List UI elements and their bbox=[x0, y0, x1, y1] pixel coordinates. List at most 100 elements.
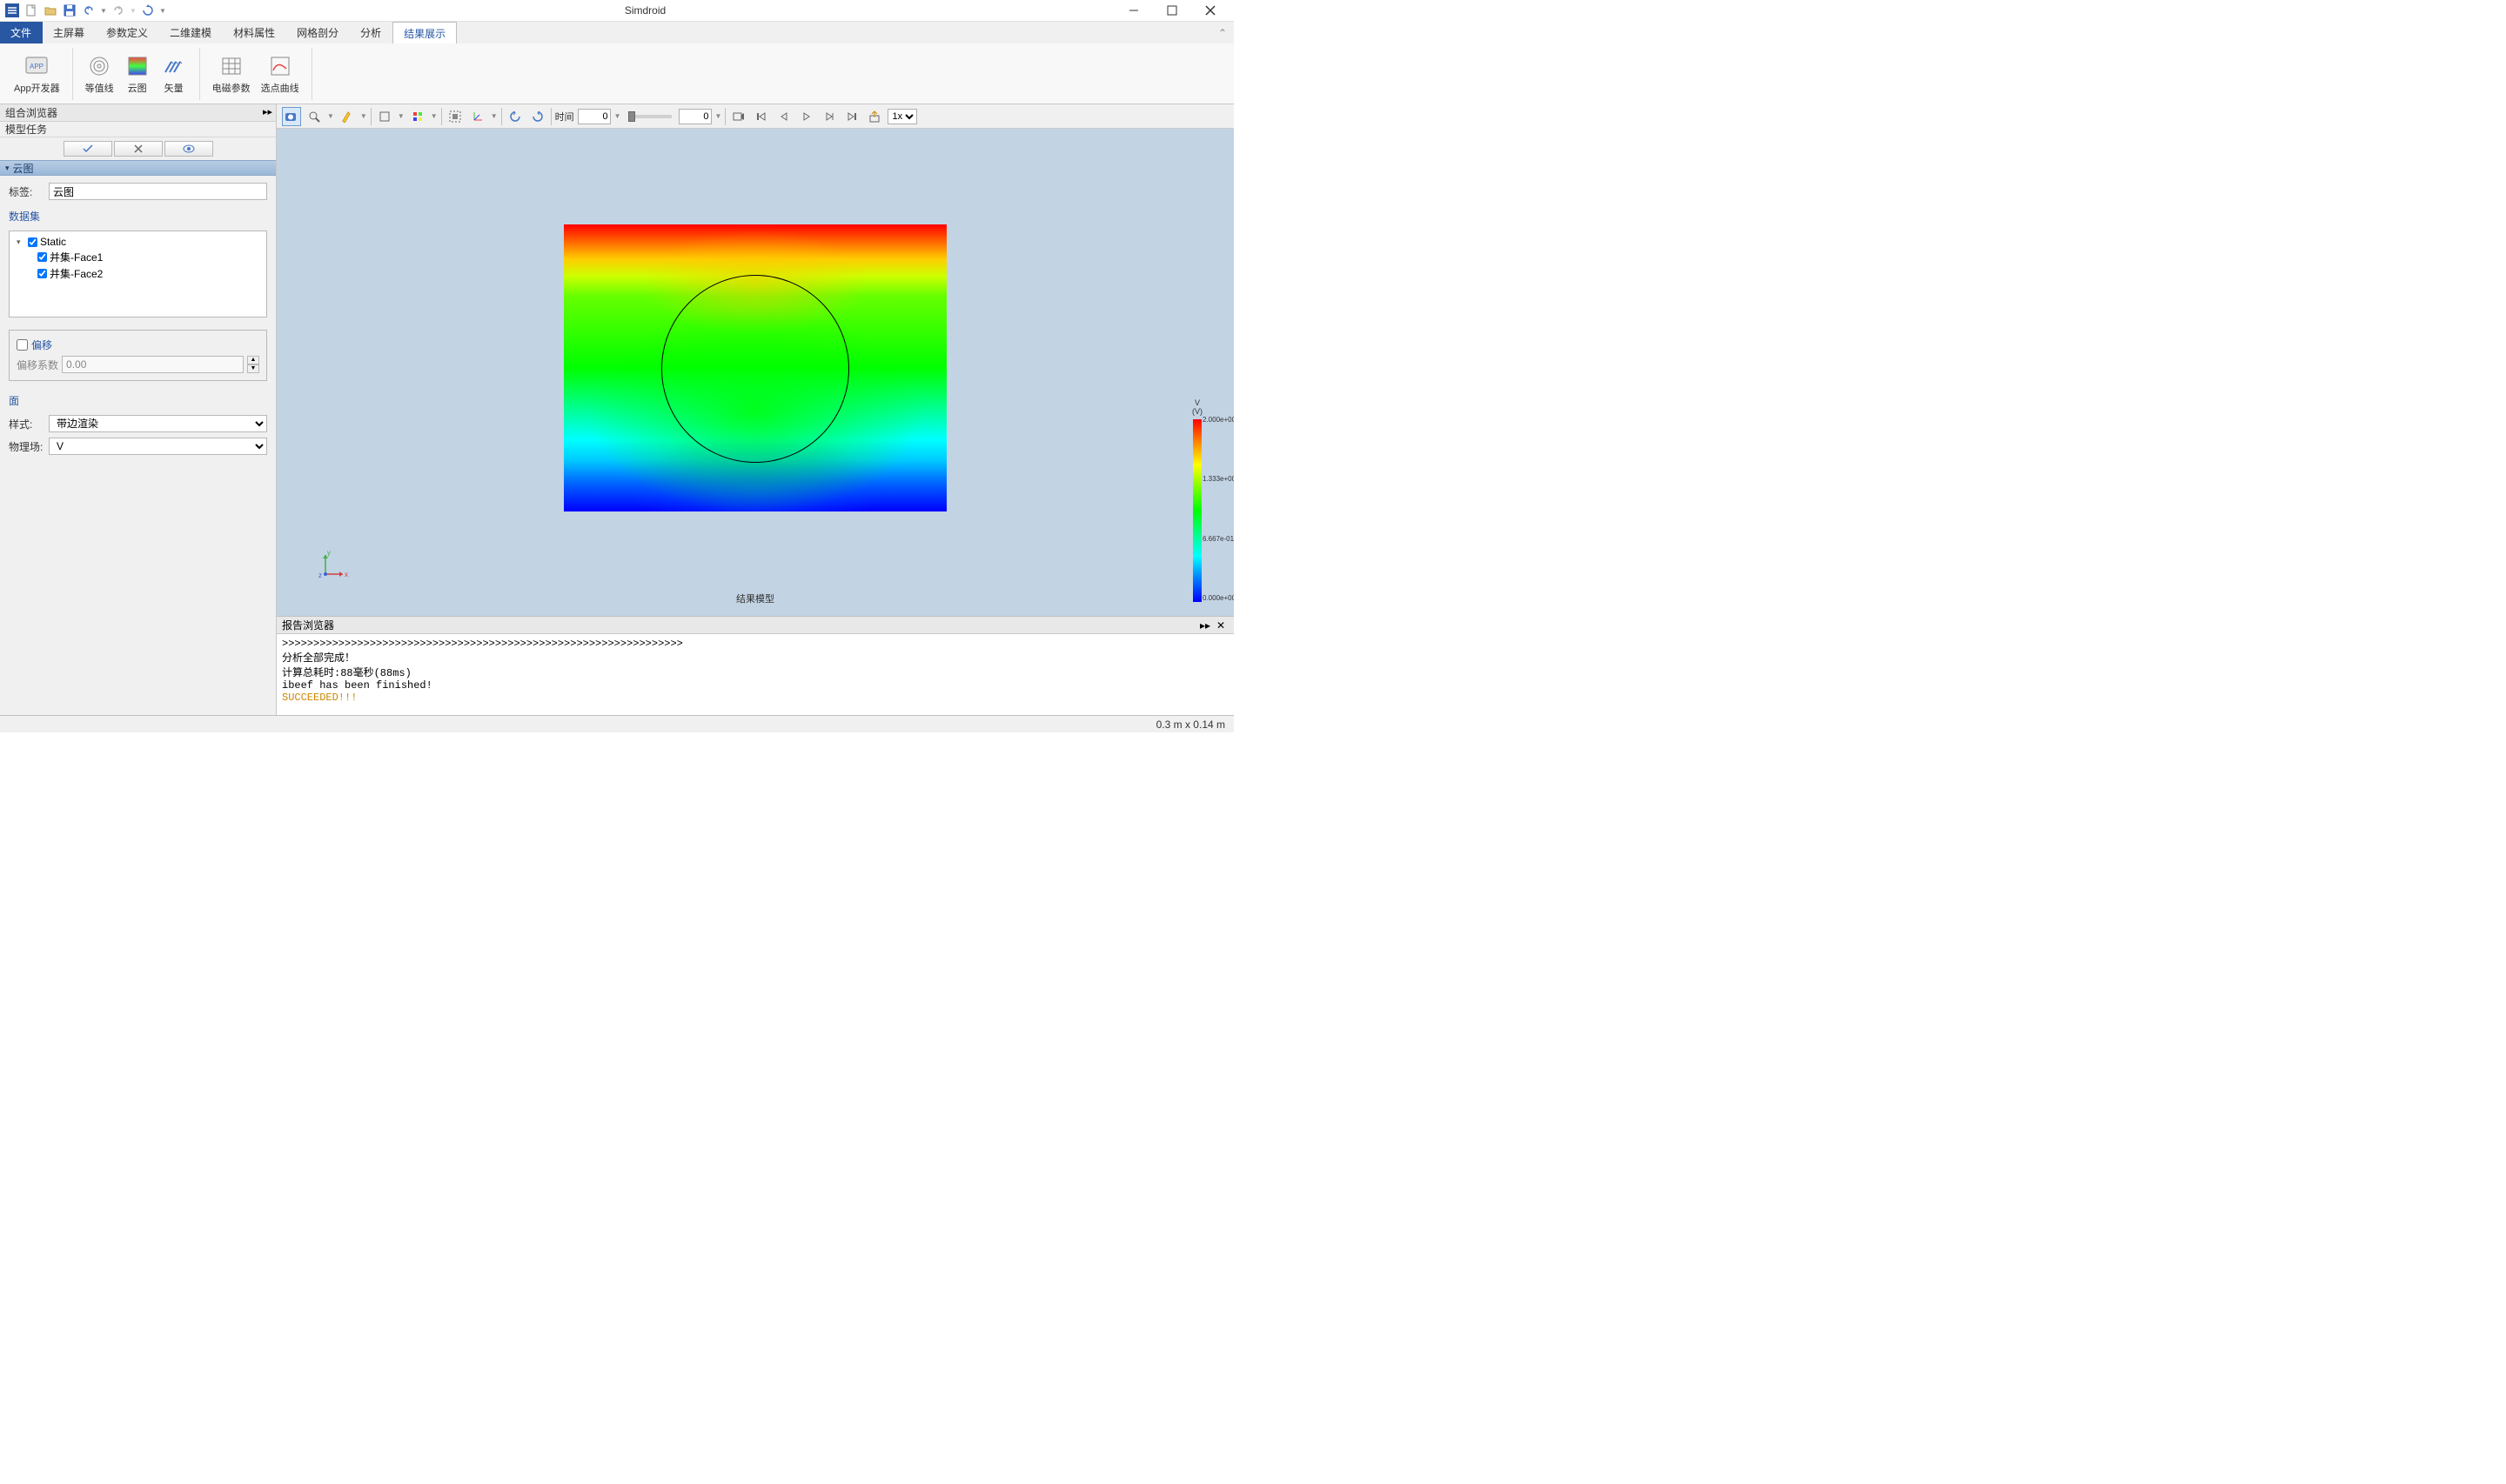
undo-icon[interactable] bbox=[80, 2, 97, 19]
tree-child-check[interactable] bbox=[37, 269, 47, 278]
offset-check[interactable] bbox=[17, 339, 28, 351]
task-panel-header: 模型任务 bbox=[0, 122, 276, 137]
tab-2dmodel[interactable]: 二维建模 bbox=[159, 22, 223, 43]
tree-child-check[interactable] bbox=[37, 252, 47, 262]
view-toolbar: ▼ ▼ ▼ ▼ ▼ 时间 ▼ ▼ bbox=[277, 104, 1234, 129]
prev-icon[interactable] bbox=[774, 107, 794, 126]
browser-panel-header: 组合浏览器 bbox=[0, 104, 276, 122]
svg-text:x: x bbox=[345, 571, 348, 578]
app-developer-icon: APP bbox=[23, 53, 50, 79]
offset-label: 偏移 bbox=[31, 338, 52, 352]
panel-button-row bbox=[0, 137, 276, 160]
tab-material[interactable]: 材料属性 bbox=[223, 22, 286, 43]
cube-icon[interactable] bbox=[408, 107, 427, 126]
ribbon-cloud[interactable]: 云图 bbox=[119, 51, 156, 97]
time-a-input[interactable] bbox=[578, 109, 611, 124]
ribbon-contour[interactable]: 等值线 bbox=[80, 51, 119, 97]
last-icon[interactable] bbox=[842, 107, 861, 126]
section-cloud[interactable]: 云图 bbox=[0, 160, 276, 176]
next-icon[interactable] bbox=[820, 107, 839, 126]
time-b-input[interactable] bbox=[679, 109, 712, 124]
first-icon[interactable] bbox=[752, 107, 771, 126]
report-title: 报告浏览器 bbox=[282, 618, 334, 632]
em-params-icon bbox=[218, 53, 245, 79]
close-button[interactable] bbox=[1200, 0, 1221, 21]
export-icon[interactable] bbox=[865, 107, 884, 126]
offset-coef-input[interactable] bbox=[62, 356, 244, 373]
report-close-icon[interactable]: ✕ bbox=[1213, 619, 1229, 632]
tree-root: ▾Static bbox=[13, 235, 263, 249]
zoom-icon[interactable] bbox=[305, 107, 324, 126]
refresh-dropdown-icon[interactable]: ▼ bbox=[158, 2, 167, 19]
camera-icon[interactable] bbox=[282, 107, 301, 126]
svg-text:y: y bbox=[327, 549, 331, 557]
tab-file[interactable]: 文件 bbox=[0, 22, 43, 43]
report-body[interactable]: >>>>>>>>>>>>>>>>>>>>>>>>>>>>>>>>>>>>>>>>… bbox=[277, 634, 1234, 715]
field-select[interactable]: V bbox=[49, 438, 267, 455]
browser-title: 组合浏览器 bbox=[5, 105, 57, 120]
axes-icon[interactable] bbox=[468, 107, 487, 126]
highlight-icon[interactable] bbox=[338, 107, 357, 126]
save-icon[interactable] bbox=[61, 2, 78, 19]
confirm-button[interactable] bbox=[64, 141, 112, 157]
tab-analysis[interactable]: 分析 bbox=[350, 22, 392, 43]
maximize-button[interactable] bbox=[1162, 0, 1183, 21]
app-icon bbox=[3, 2, 21, 19]
viewport[interactable]: x y z 结果模型 V (V) 2.000e+00 1.333e+00 6.6… bbox=[277, 129, 1234, 616]
main-area: 组合浏览器 ▸▸ 模型任务 云图 标签: 数据集 ▾Static 并集-Face… bbox=[0, 104, 1234, 715]
viewport-label: 结果模型 bbox=[736, 592, 774, 605]
tree-child: 并集-Face1 bbox=[13, 249, 263, 265]
right-panel: ▼ ▼ ▼ ▼ ▼ 时间 ▼ ▼ bbox=[277, 104, 1234, 715]
report-collapse-icon[interactable]: ▸▸ bbox=[1197, 619, 1213, 632]
fit-icon[interactable] bbox=[446, 107, 465, 126]
report-panel: 报告浏览器 ▸▸ ✕ >>>>>>>>>>>>>>>>>>>>>>>>>>>>>… bbox=[277, 616, 1234, 715]
undo-dropdown-icon[interactable]: ▼ bbox=[99, 2, 108, 19]
window-controls bbox=[1123, 0, 1234, 21]
svg-text:z: z bbox=[318, 572, 322, 579]
style-select[interactable]: 带边渲染 bbox=[49, 415, 267, 432]
rotate-left-icon[interactable] bbox=[506, 107, 525, 126]
speed-select[interactable]: 1x bbox=[888, 109, 917, 124]
tab-home[interactable]: 主屏幕 bbox=[43, 22, 96, 43]
new-icon[interactable] bbox=[23, 2, 40, 19]
colorbar-labels: 2.000e+00 1.333e+00 6.667e-01 0.000e+00 bbox=[1203, 416, 1234, 602]
style-label: 样式: bbox=[9, 417, 44, 431]
app-title: Simdroid bbox=[167, 4, 1123, 17]
ribbon-em-params[interactable]: 电磁参数 bbox=[207, 51, 256, 97]
redo-icon[interactable] bbox=[110, 2, 127, 19]
rotate-right-icon[interactable] bbox=[528, 107, 547, 126]
title-bar: ▼ ▼ ▼ Simdroid bbox=[0, 0, 1234, 22]
collapse-left-icon[interactable]: ▸▸ bbox=[263, 106, 272, 117]
tree-root-check[interactable] bbox=[28, 237, 37, 247]
time-slider[interactable] bbox=[628, 115, 672, 118]
record-icon[interactable] bbox=[729, 107, 748, 126]
expand-ribbon-icon[interactable]: ⌃ bbox=[1216, 22, 1234, 43]
tab-mesh[interactable]: 网格剖分 bbox=[286, 22, 350, 43]
redo-dropdown-icon[interactable]: ▼ bbox=[129, 2, 137, 19]
field-label: 物理场: bbox=[9, 439, 44, 454]
menu-bar: 文件 主屏幕 参数定义 二维建模 材料属性 网格剖分 分析 结果展示 ⌃ bbox=[0, 22, 1234, 43]
refresh-icon[interactable] bbox=[139, 2, 157, 19]
offset-spinner[interactable]: ▲▼ bbox=[247, 356, 259, 373]
play-icon[interactable] bbox=[797, 107, 816, 126]
time-label: 时间 bbox=[555, 110, 574, 124]
quick-access-toolbar: ▼ ▼ ▼ bbox=[0, 2, 167, 19]
preview-button[interactable] bbox=[164, 141, 213, 157]
colorbar-title1: V bbox=[1195, 398, 1200, 407]
tab-results[interactable]: 结果展示 bbox=[392, 22, 457, 43]
contour-plot bbox=[564, 224, 947, 511]
ribbon-vector[interactable]: 矢量 bbox=[156, 51, 192, 97]
status-coords: 0.3 m x 0.14 m bbox=[1156, 719, 1234, 731]
tag-input[interactable] bbox=[49, 183, 267, 200]
ribbon-app-developer[interactable]: APP App开发器 bbox=[9, 51, 65, 97]
tab-params[interactable]: 参数定义 bbox=[96, 22, 159, 43]
left-panel: 组合浏览器 ▸▸ 模型任务 云图 标签: 数据集 ▾Static 并集-Face… bbox=[0, 104, 277, 715]
ribbon-point-curve[interactable]: 选点曲线 bbox=[256, 51, 305, 97]
open-icon[interactable] bbox=[42, 2, 59, 19]
vector-icon bbox=[161, 53, 187, 79]
dataset-tree[interactable]: ▾Static 并集-Face1 并集-Face2 bbox=[9, 231, 267, 318]
minimize-button[interactable] bbox=[1123, 0, 1144, 21]
cancel-button[interactable] bbox=[114, 141, 163, 157]
box-icon[interactable] bbox=[375, 107, 394, 126]
tag-label: 标签: bbox=[9, 184, 44, 199]
